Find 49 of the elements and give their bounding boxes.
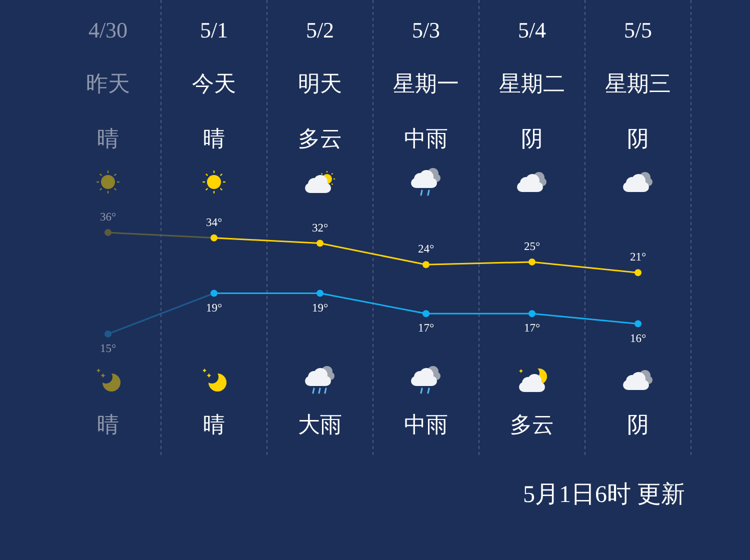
annotation: 昨天 xyxy=(86,71,130,97)
annotation: 今天 xyxy=(192,71,236,97)
point xyxy=(210,234,218,242)
annotation: 中雨 xyxy=(404,126,448,152)
data-label: 21° xyxy=(630,252,646,264)
annotation: 阴 xyxy=(521,126,543,152)
data-label: 17° xyxy=(418,322,434,335)
annotation: 星期三 xyxy=(605,71,671,97)
point xyxy=(316,290,324,297)
point xyxy=(528,258,536,266)
data-label: 16° xyxy=(630,332,646,345)
point xyxy=(634,269,642,276)
text: 5月1日6时 更新 xyxy=(523,481,685,509)
data-label: 17° xyxy=(524,322,540,335)
data-label: 15° xyxy=(100,342,116,355)
x-tick-label: 4/30 xyxy=(88,18,128,42)
point xyxy=(104,229,112,236)
point xyxy=(634,320,642,328)
data-label: 36° xyxy=(100,212,116,224)
x-tick-label: 5/1 xyxy=(200,18,228,42)
annotation: 多云 xyxy=(510,412,554,438)
annotation: 大雨 xyxy=(298,412,342,438)
annotation: 星期一 xyxy=(393,71,459,97)
point xyxy=(210,290,218,297)
annotation: 多云 xyxy=(298,126,342,152)
point xyxy=(528,310,536,318)
point xyxy=(104,330,112,338)
x-tick-label: 5/2 xyxy=(306,18,334,42)
x-tick-label: 5/3 xyxy=(412,18,440,42)
data-label: 32° xyxy=(312,222,328,234)
annotation: 晴 xyxy=(203,412,225,438)
annotation: 晴 xyxy=(97,412,119,438)
data-label: 34° xyxy=(206,216,222,229)
x-tick-label: 5/5 xyxy=(624,18,652,42)
point xyxy=(422,310,430,318)
annotation: 阴 xyxy=(627,126,649,152)
data-label: 19° xyxy=(206,302,222,314)
annotation: 中雨 xyxy=(404,412,448,438)
point xyxy=(316,240,324,247)
data-label: 19° xyxy=(312,302,328,314)
annotation: 明天 xyxy=(298,71,342,97)
x-tick-label: 5/4 xyxy=(518,18,546,42)
data-label: 24° xyxy=(418,244,434,256)
data-label: 25° xyxy=(524,240,540,253)
annotation: 阴 xyxy=(627,412,649,438)
annotation: 星期二 xyxy=(499,71,565,97)
annotation: 晴 xyxy=(97,126,119,152)
annotation: 晴 xyxy=(203,126,225,152)
point xyxy=(422,261,430,268)
